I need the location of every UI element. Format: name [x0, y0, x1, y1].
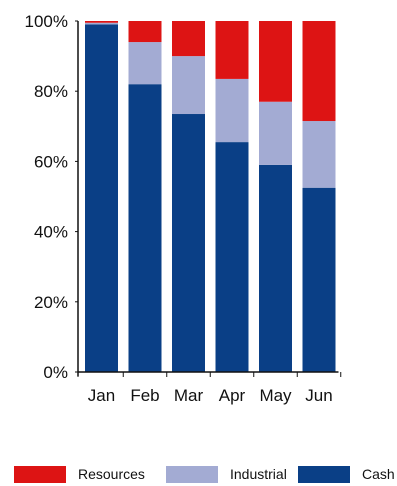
bar-resources-jun: [302, 21, 336, 122]
legend-item-resources: Resources: [14, 462, 145, 486]
bar-resources-may: [259, 21, 292, 102]
bar-cash-jun: [302, 187, 336, 372]
x-tick-label: Jun: [305, 386, 332, 405]
y-tick-label: 20%: [34, 293, 68, 312]
y-tick-label: 40%: [34, 223, 68, 242]
legend-label-industrial: Industrial: [230, 466, 287, 482]
legend-label-resources: Resources: [78, 466, 145, 482]
x-tick-label: Mar: [174, 386, 204, 405]
bar-industrial-apr: [215, 78, 249, 143]
x-tick-label: Jan: [88, 386, 115, 405]
bar-industrial-feb: [128, 42, 162, 85]
bar-cash-feb: [128, 84, 162, 373]
bar-cash-jan: [85, 24, 118, 372]
legend-swatch-resources: [14, 465, 66, 483]
y-tick-label: 80%: [34, 82, 68, 101]
x-tick-label: Feb: [130, 386, 159, 405]
y-tick-label: 100%: [25, 12, 68, 31]
bar-industrial-may: [259, 101, 292, 165]
bar-resources-jan: [85, 21, 118, 23]
legend-swatch-industrial: [166, 465, 218, 483]
legend: Resources Industrial Cash: [0, 462, 397, 486]
x-axis: Jan Feb Mar Apr May Jun: [77, 371, 342, 405]
bar-cash-mar: [172, 114, 205, 372]
y-axis: 0% 20% 40% 60% 80% 100%: [25, 12, 79, 382]
legend-item-industrial: Industrial: [166, 462, 287, 486]
bar-industrial-jun: [302, 121, 336, 188]
bar-industrial-mar: [172, 56, 205, 115]
legend-swatch-cash: [298, 465, 350, 483]
x-tick-label: May: [259, 386, 292, 405]
bar-resources-apr: [215, 21, 249, 79]
y-tick-label: 60%: [34, 152, 68, 171]
bar-stack-group: [85, 21, 336, 373]
bar-cash-apr: [215, 142, 249, 372]
bar-cash-may: [259, 164, 292, 372]
bar-resources-mar: [172, 21, 205, 57]
legend-item-cash: Cash: [298, 462, 395, 486]
stacked-bar-chart: 0% 20% 40% 60% 80% 100% Jan Feb Mar Apr May Jun: [25, 12, 342, 405]
bar-resources-feb: [128, 21, 162, 43]
bar-industrial-jan: [85, 22, 118, 25]
x-tick-label: Apr: [219, 386, 246, 405]
y-tick-label: 0%: [43, 363, 68, 382]
legend-label-cash: Cash: [362, 466, 395, 482]
